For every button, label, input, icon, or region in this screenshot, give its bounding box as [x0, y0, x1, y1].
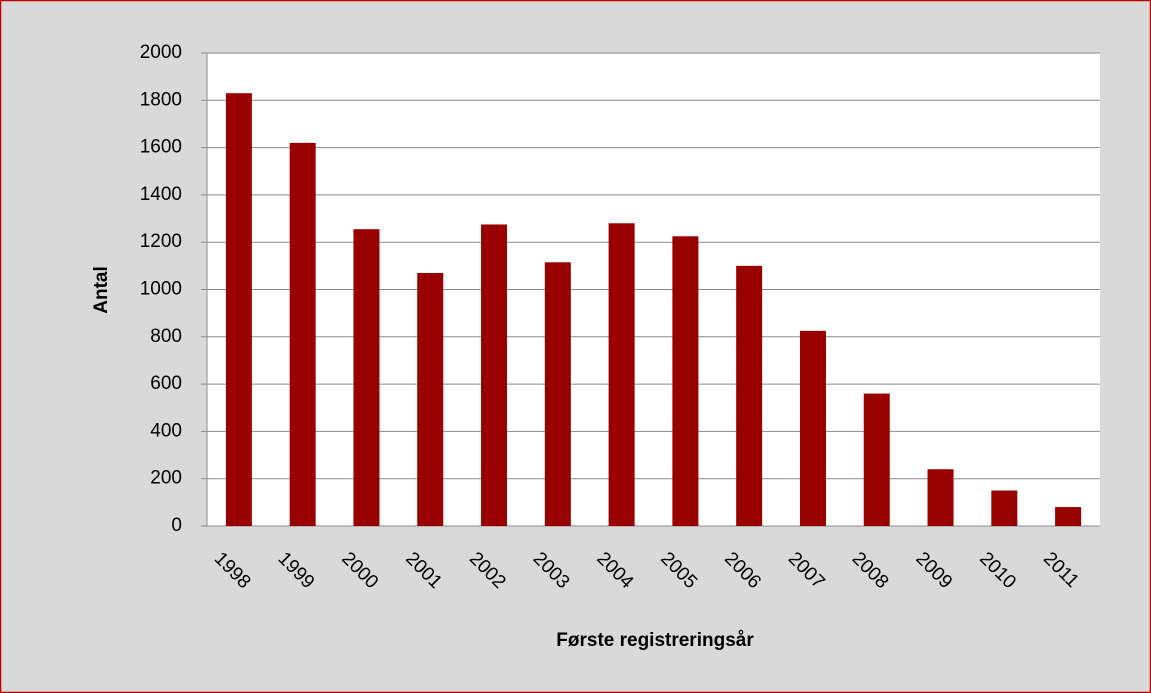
bar: [225, 93, 252, 526]
bar: [289, 142, 316, 526]
bar: [927, 469, 954, 526]
bar: [799, 330, 826, 526]
bar: [736, 265, 763, 526]
bar: [608, 223, 635, 526]
y-tick-label: 600: [150, 373, 182, 394]
y-axis-title: Antal: [91, 266, 112, 314]
y-tick-label: 1800: [140, 89, 182, 110]
y-tick-label: 2000: [140, 42, 182, 63]
y-tick-label: 0: [171, 515, 182, 536]
bar: [991, 490, 1018, 526]
y-tick-label: 200: [150, 468, 182, 489]
bar: [353, 229, 380, 526]
bar: [672, 236, 699, 526]
bar: [863, 393, 890, 526]
x-axis-title: Første registreringsår: [556, 630, 754, 651]
bar: [417, 272, 444, 526]
y-tick-label: 400: [150, 420, 182, 441]
bar: [1055, 507, 1082, 526]
y-tick-label: 1000: [140, 279, 182, 300]
bar: [481, 224, 508, 526]
y-tick-label: 1600: [140, 137, 182, 158]
y-tick-label: 800: [150, 326, 182, 347]
y-tick-label: 1200: [140, 231, 182, 252]
y-tick-label: 1400: [140, 184, 182, 205]
bar: [544, 262, 571, 526]
